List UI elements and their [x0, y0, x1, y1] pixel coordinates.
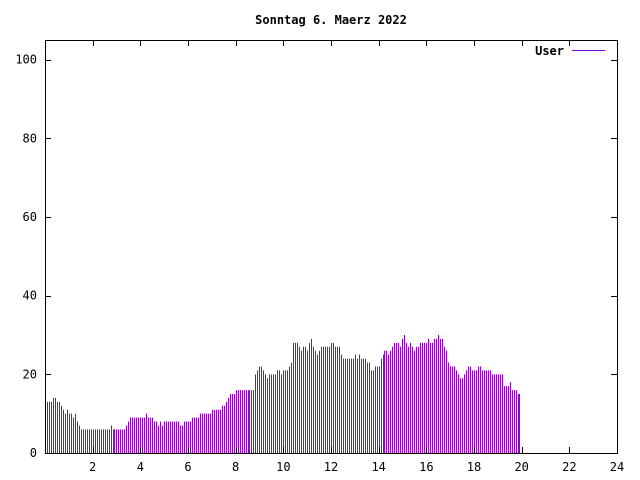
x-tick-label: 22: [562, 460, 576, 474]
x-tick-label: 24: [610, 460, 624, 474]
y-tick-label: 40: [23, 289, 37, 303]
y-tick-label: 80: [23, 131, 37, 145]
x-tick-label: 6: [184, 460, 191, 474]
y-tick-label: 0: [30, 446, 37, 460]
y-tick-label: 100: [15, 53, 37, 67]
x-tick-label: 12: [324, 460, 338, 474]
x-tick-label: 16: [419, 460, 433, 474]
y-tick-label: 20: [23, 367, 37, 381]
chart-title: Sonntag 6. Maerz 2022: [255, 13, 407, 27]
y-tick-label: 60: [23, 210, 37, 224]
x-tick-label: 20: [514, 460, 528, 474]
x-tick-label: 2: [89, 460, 96, 474]
legend-label-user: User: [535, 44, 564, 58]
x-tick-label: 14: [371, 460, 385, 474]
x-tick-label: 4: [137, 460, 144, 474]
x-tick-label: 10: [276, 460, 290, 474]
x-tick-label: 18: [467, 460, 481, 474]
x-tick-label: 8: [232, 460, 239, 474]
bar-series-user: [45, 335, 520, 453]
legend: User: [535, 44, 605, 58]
plot-frame: [45, 40, 618, 454]
